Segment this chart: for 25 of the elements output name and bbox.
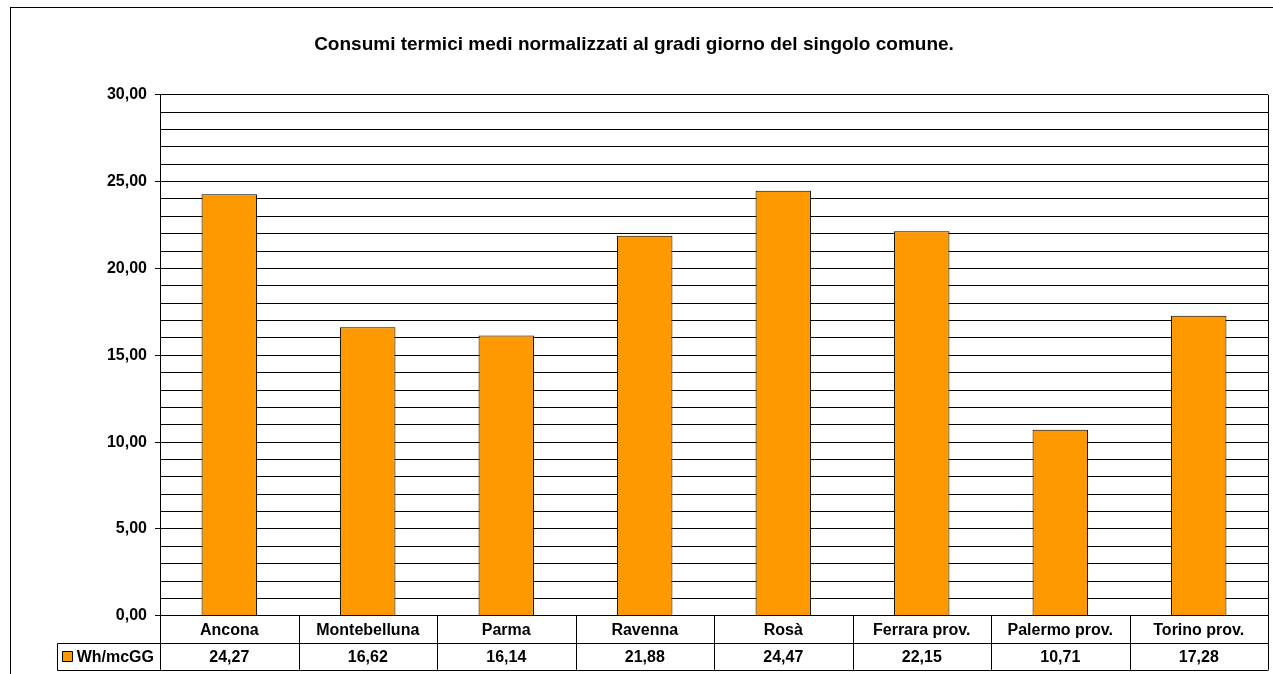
data-label: 21,88 [624, 647, 665, 665]
x-tick-label: Torino prov. [1153, 620, 1245, 638]
y-tick-label: 15,00 [106, 345, 148, 363]
x-tick-label: Palermo prov. [1007, 620, 1114, 638]
data-label: 16,62 [347, 647, 388, 665]
y-tick-label: 25,00 [106, 172, 148, 190]
x-tick-label: Ravenna [611, 620, 679, 638]
data-label: 16,14 [486, 647, 527, 665]
data-label: 22,15 [901, 647, 942, 665]
x-tick-label: Ancona [199, 620, 259, 638]
y-tick-label: 20,00 [106, 258, 148, 276]
x-tick-label: Montebelluna [316, 620, 420, 638]
legend-label: Wh/mcGG [76, 647, 155, 665]
y-tick-label: 0,00 [115, 606, 148, 624]
data-label: 10,71 [1040, 647, 1081, 665]
chart-title: Consumi termici medi normalizzati al gradi giorno del singolo comune. [314, 32, 954, 54]
data-label: 24,27 [209, 647, 250, 665]
x-tick-label: Rosà [763, 620, 803, 638]
data-label: 17,28 [1178, 647, 1219, 665]
y-tick-label: 5,00 [115, 519, 148, 537]
y-tick-label: 10,00 [106, 432, 148, 450]
x-tick-label: Ferrara prov. [872, 620, 971, 638]
x-tick-label: Parma [481, 620, 531, 638]
data-label: 24,47 [763, 647, 804, 665]
y-tick-label: 30,00 [106, 85, 148, 103]
